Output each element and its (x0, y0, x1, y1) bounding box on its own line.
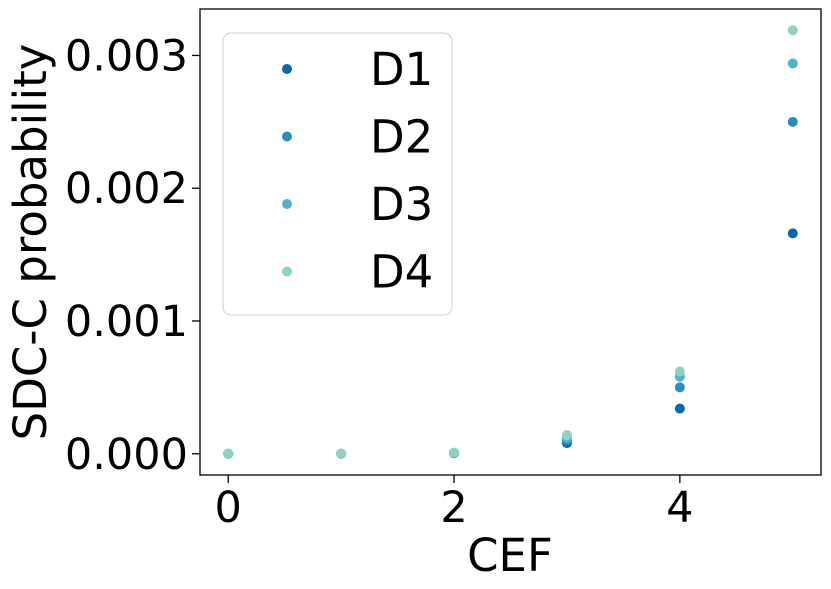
x-axis: 0 2 4 (215, 475, 694, 533)
legend-box (222, 32, 453, 316)
data-point-d1-5 (787, 228, 798, 239)
legend-marker-d2 (282, 131, 292, 142)
data-point-d4-1 (336, 448, 347, 459)
y-tick-label: 0.000 (65, 430, 188, 480)
legend-label-d4: D4 (370, 246, 433, 299)
legend-marker-d4 (282, 266, 292, 277)
y-axis: 0.000 0.001 0.002 0.003 (65, 31, 200, 480)
data-point-d2-5 (787, 116, 798, 127)
legend-label-d2: D2 (370, 111, 433, 164)
y-tick-label: 0.002 (65, 164, 188, 214)
legend-marker-d3 (282, 199, 292, 209)
y-tick-label: 0.003 (65, 31, 188, 81)
x-tick-label: 2 (440, 483, 467, 533)
plot-marks (223, 25, 798, 459)
data-point-d4-3 (561, 430, 572, 441)
data-point-d4-2 (449, 447, 460, 458)
legend: D1 D2 D3 D4 (222, 32, 453, 316)
legend-label-d3: D3 (370, 178, 433, 231)
plot-area-frame (199, 8, 822, 476)
data-point-d4-4 (674, 366, 685, 377)
legend-label-d1: D1 (370, 43, 433, 96)
legend-marker-d1 (282, 64, 292, 74)
y-axis-label: SDC-C probability (4, 44, 57, 441)
data-point-d1-4 (674, 403, 685, 414)
data-point-d3-5 (787, 58, 798, 69)
data-point-d2-4 (674, 382, 685, 393)
data-point-d4-5 (787, 25, 798, 36)
data-point-d4-0 (223, 448, 234, 459)
x-tick-label: 0 (215, 483, 242, 533)
x-axis-label: CEF (467, 529, 553, 582)
y-tick-label: 0.001 (65, 297, 188, 347)
x-tick-label: 4 (666, 483, 693, 533)
